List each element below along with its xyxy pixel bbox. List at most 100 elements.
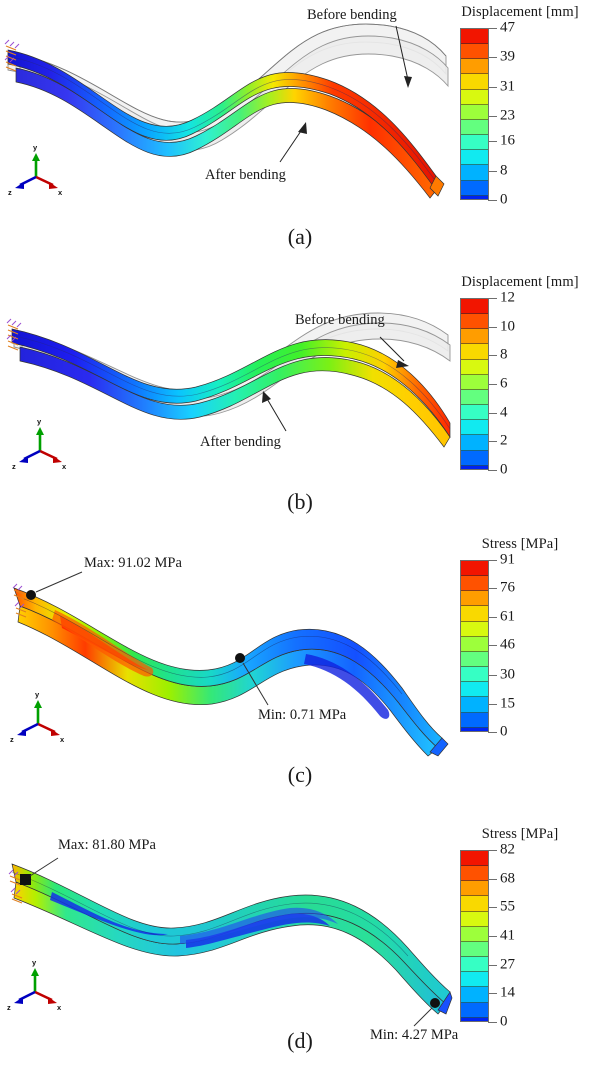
colorbar-tick-mark [488,992,497,994]
colorbar-d: Stress [MPa] 82 68 55 41 27 14 0 [440,826,600,1041]
colorbar-band [461,329,488,345]
colorbar-tick-label: 8 [500,162,508,179]
colorbar-tick-mark [488,326,497,328]
colorbar-band [461,465,488,469]
colorbar-band [461,435,488,451]
max-stress-marker [26,590,36,600]
axis-label-x: x [60,735,65,744]
stress-contour-body [11,863,453,1015]
colorbar-tick-mark [488,170,497,172]
colorbar-tick-mark [488,57,497,59]
colorbar-band [461,450,488,466]
panel-a-model [4,23,449,199]
after-bending-leader [262,391,287,432]
colorbar-band [461,621,488,637]
colorbar-tick-label: 16 [500,132,515,149]
before-bending-leader [379,336,409,368]
colorbar-tick-mark [488,355,497,357]
colorbar-tick-mark [488,412,497,414]
colorbar-tick-label: 15 [500,695,515,712]
colorbar-band [461,911,488,927]
axis-label-z: z [10,735,14,744]
fixed-support-symbol [12,583,27,618]
colorbar-tick-label: 82 [500,841,515,858]
panel-b: Before bending After bending y x z Displ… [0,265,600,530]
axis-label-y: y [37,417,42,426]
colorbar-tick-mark [488,645,497,647]
axis-triad-d: y x z [7,958,65,1016]
colorbar-tick-mark [488,115,497,117]
colorbar-tick-mark [488,675,497,677]
colorbar-band [461,135,488,151]
axis-label-y: y [33,143,38,152]
panel-label-d: (d) [287,1028,313,1053]
colorbar-band [461,682,488,698]
colorbar-tick-label: 8 [500,346,508,363]
colorbar-band [461,896,488,912]
colorbar-band [461,1017,488,1021]
axis-label-z: z [12,462,16,471]
colorbar-tick-label: 91 [500,551,515,568]
colorbar-tick-mark [488,850,497,851]
panel-c-viewport: Max: 91.02 MPa Min: 0.71 MPa y x z [0,530,450,800]
annotation-after-bending-b: After bending [200,434,281,450]
panel-b-viewport: Before bending After bending y x z [0,265,451,530]
colorbar-tick-mark [488,86,497,88]
colorbar-tick-label: 41 [500,927,515,944]
colorbar-gradient-d [460,850,489,1022]
colorbar-tick-label: 4 [500,404,508,421]
colorbar-tick-label: 47 [500,19,515,36]
max-stress-marker [20,874,31,885]
colorbar-title-c: Stress [MPa] [481,536,559,552]
fixed-support-symbol [4,39,20,72]
colorbar-gradient-b [460,298,489,470]
colorbar-band [461,119,488,136]
colorbar-band [461,651,488,668]
colorbar-tick-label: 10 [500,318,515,335]
colorbar-band [461,851,488,867]
colorbar-band [461,727,488,731]
colorbar-band [461,561,488,577]
fixed-support-symbol [6,318,22,351]
panel-label-c: (c) [287,762,313,787]
colorbar-tick-mark [488,298,497,299]
axis-triad-c: y x z [10,690,68,748]
colorbar-band [461,344,488,360]
colorbar-band [461,104,488,120]
colorbar-tick-label: 14 [500,984,515,1001]
axis-triad-b: y x z [12,417,70,475]
panel-a-viewport: Before bending After bending y x z [0,0,450,265]
colorbar-band [461,314,488,330]
min-stress-marker [430,998,440,1008]
colorbar-title-b: Displacement [mm] [461,274,579,290]
colorbar-tick-mark [488,384,497,385]
colorbar-band [461,606,488,622]
panel-b-model [6,312,451,448]
colorbar-tick-label: 46 [500,636,515,653]
colorbar-tick-mark [488,28,497,29]
colorbar-tick-mark [488,965,497,967]
colorbar-tick-label: 76 [500,579,515,596]
colorbar-tick-label: 39 [500,48,515,65]
axis-label-z: z [8,188,12,197]
colorbar-band [461,636,488,652]
axis-label-y: y [32,958,37,967]
annotation-before-bending-a: Before bending [307,7,397,23]
colorbar-b: Displacement [mm] 12 10 8 6 4 2 0 [440,274,600,489]
colorbar-tick-mark [488,936,497,937]
before-bending-leader [395,25,412,88]
colorbar-title-a: Displacement [mm] [461,4,579,20]
colorbar-tick-label: 0 [500,723,508,740]
colorbar-tick-label: 27 [500,956,515,973]
colorbar-band [461,59,488,75]
panel-label-b: (b) [287,489,313,514]
colorbar-band [461,389,488,406]
colorbar-a: Displacement [mm] 47 39 31 23 16 8 0 [440,4,600,219]
colorbar-band [461,866,488,882]
colorbar-tick-mark [488,141,497,143]
colorbar-band [461,712,488,728]
colorbar-band [461,957,488,973]
colorbar-gradient-c [460,560,489,732]
colorbar-band [461,29,488,45]
colorbar-band [461,591,488,607]
